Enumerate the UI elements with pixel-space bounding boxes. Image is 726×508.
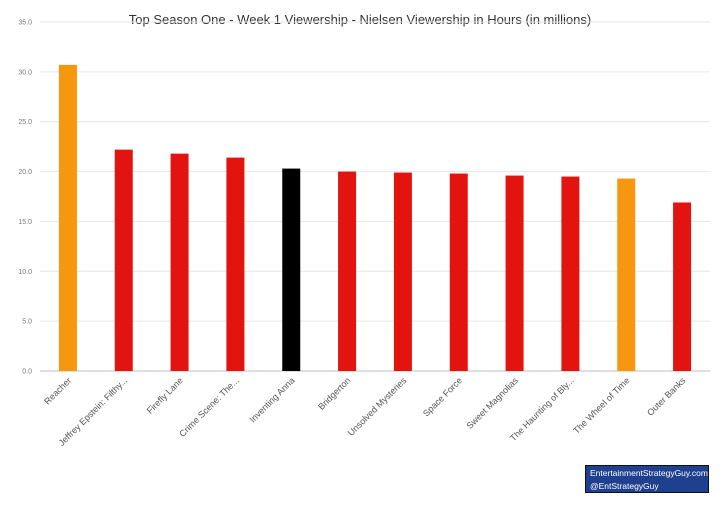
bar — [338, 171, 357, 371]
bar — [114, 149, 133, 371]
x-tick-label: Space Force — [421, 375, 464, 418]
bars — [58, 64, 692, 372]
y-tick-label: 10.0 — [18, 269, 32, 276]
gridlines — [40, 21, 710, 372]
x-tick-label: Outer Banks — [645, 375, 688, 418]
y-tick-label: 25.0 — [18, 119, 32, 126]
bar — [505, 175, 524, 371]
y-axis-ticks: 0.0 5.0 10.0 15.0 20.0 25.0 30.0 35.0 — [18, 20, 32, 376]
bar — [617, 178, 636, 371]
x-tick-label: Firefly Lane — [145, 375, 185, 415]
chart-title: Top Season One - Week 1 Viewership - Nie… — [129, 12, 591, 27]
x-tick-label: The Haunting of Bly... — [508, 375, 576, 443]
credit-box: EntertainmentStrategyGuy.com @EntStrateg… — [585, 465, 709, 493]
y-tick-label: 35.0 — [18, 20, 32, 27]
bar — [449, 173, 468, 371]
bar — [226, 157, 245, 371]
bar — [282, 168, 301, 371]
y-tick-label: 0.0 — [22, 369, 32, 376]
bar — [393, 172, 412, 371]
x-tick-label: Inventing Anna — [247, 375, 296, 424]
x-tick-label: Unsolved Mysteries — [346, 375, 409, 438]
bar — [673, 202, 692, 371]
credit-handle: @EntStrategyGuy — [590, 481, 659, 491]
x-tick-label: The Wheel of Time — [571, 375, 631, 435]
credit-website: EntertainmentStrategyGuy.com — [590, 468, 708, 478]
y-tick-label: 30.0 — [18, 69, 32, 76]
x-tick-label: Sweet Magnolias — [464, 375, 520, 431]
bar — [561, 176, 580, 371]
x-tick-label: Bridgerton — [316, 375, 352, 411]
y-tick-label: 20.0 — [18, 169, 32, 176]
y-tick-label: 15.0 — [18, 219, 32, 226]
bar — [170, 153, 189, 371]
y-tick-label: 5.0 — [22, 319, 32, 326]
x-tick-label: Reacher — [42, 375, 73, 406]
bar — [58, 64, 77, 372]
x-tick-label: Crime Scene: The... — [177, 375, 241, 439]
